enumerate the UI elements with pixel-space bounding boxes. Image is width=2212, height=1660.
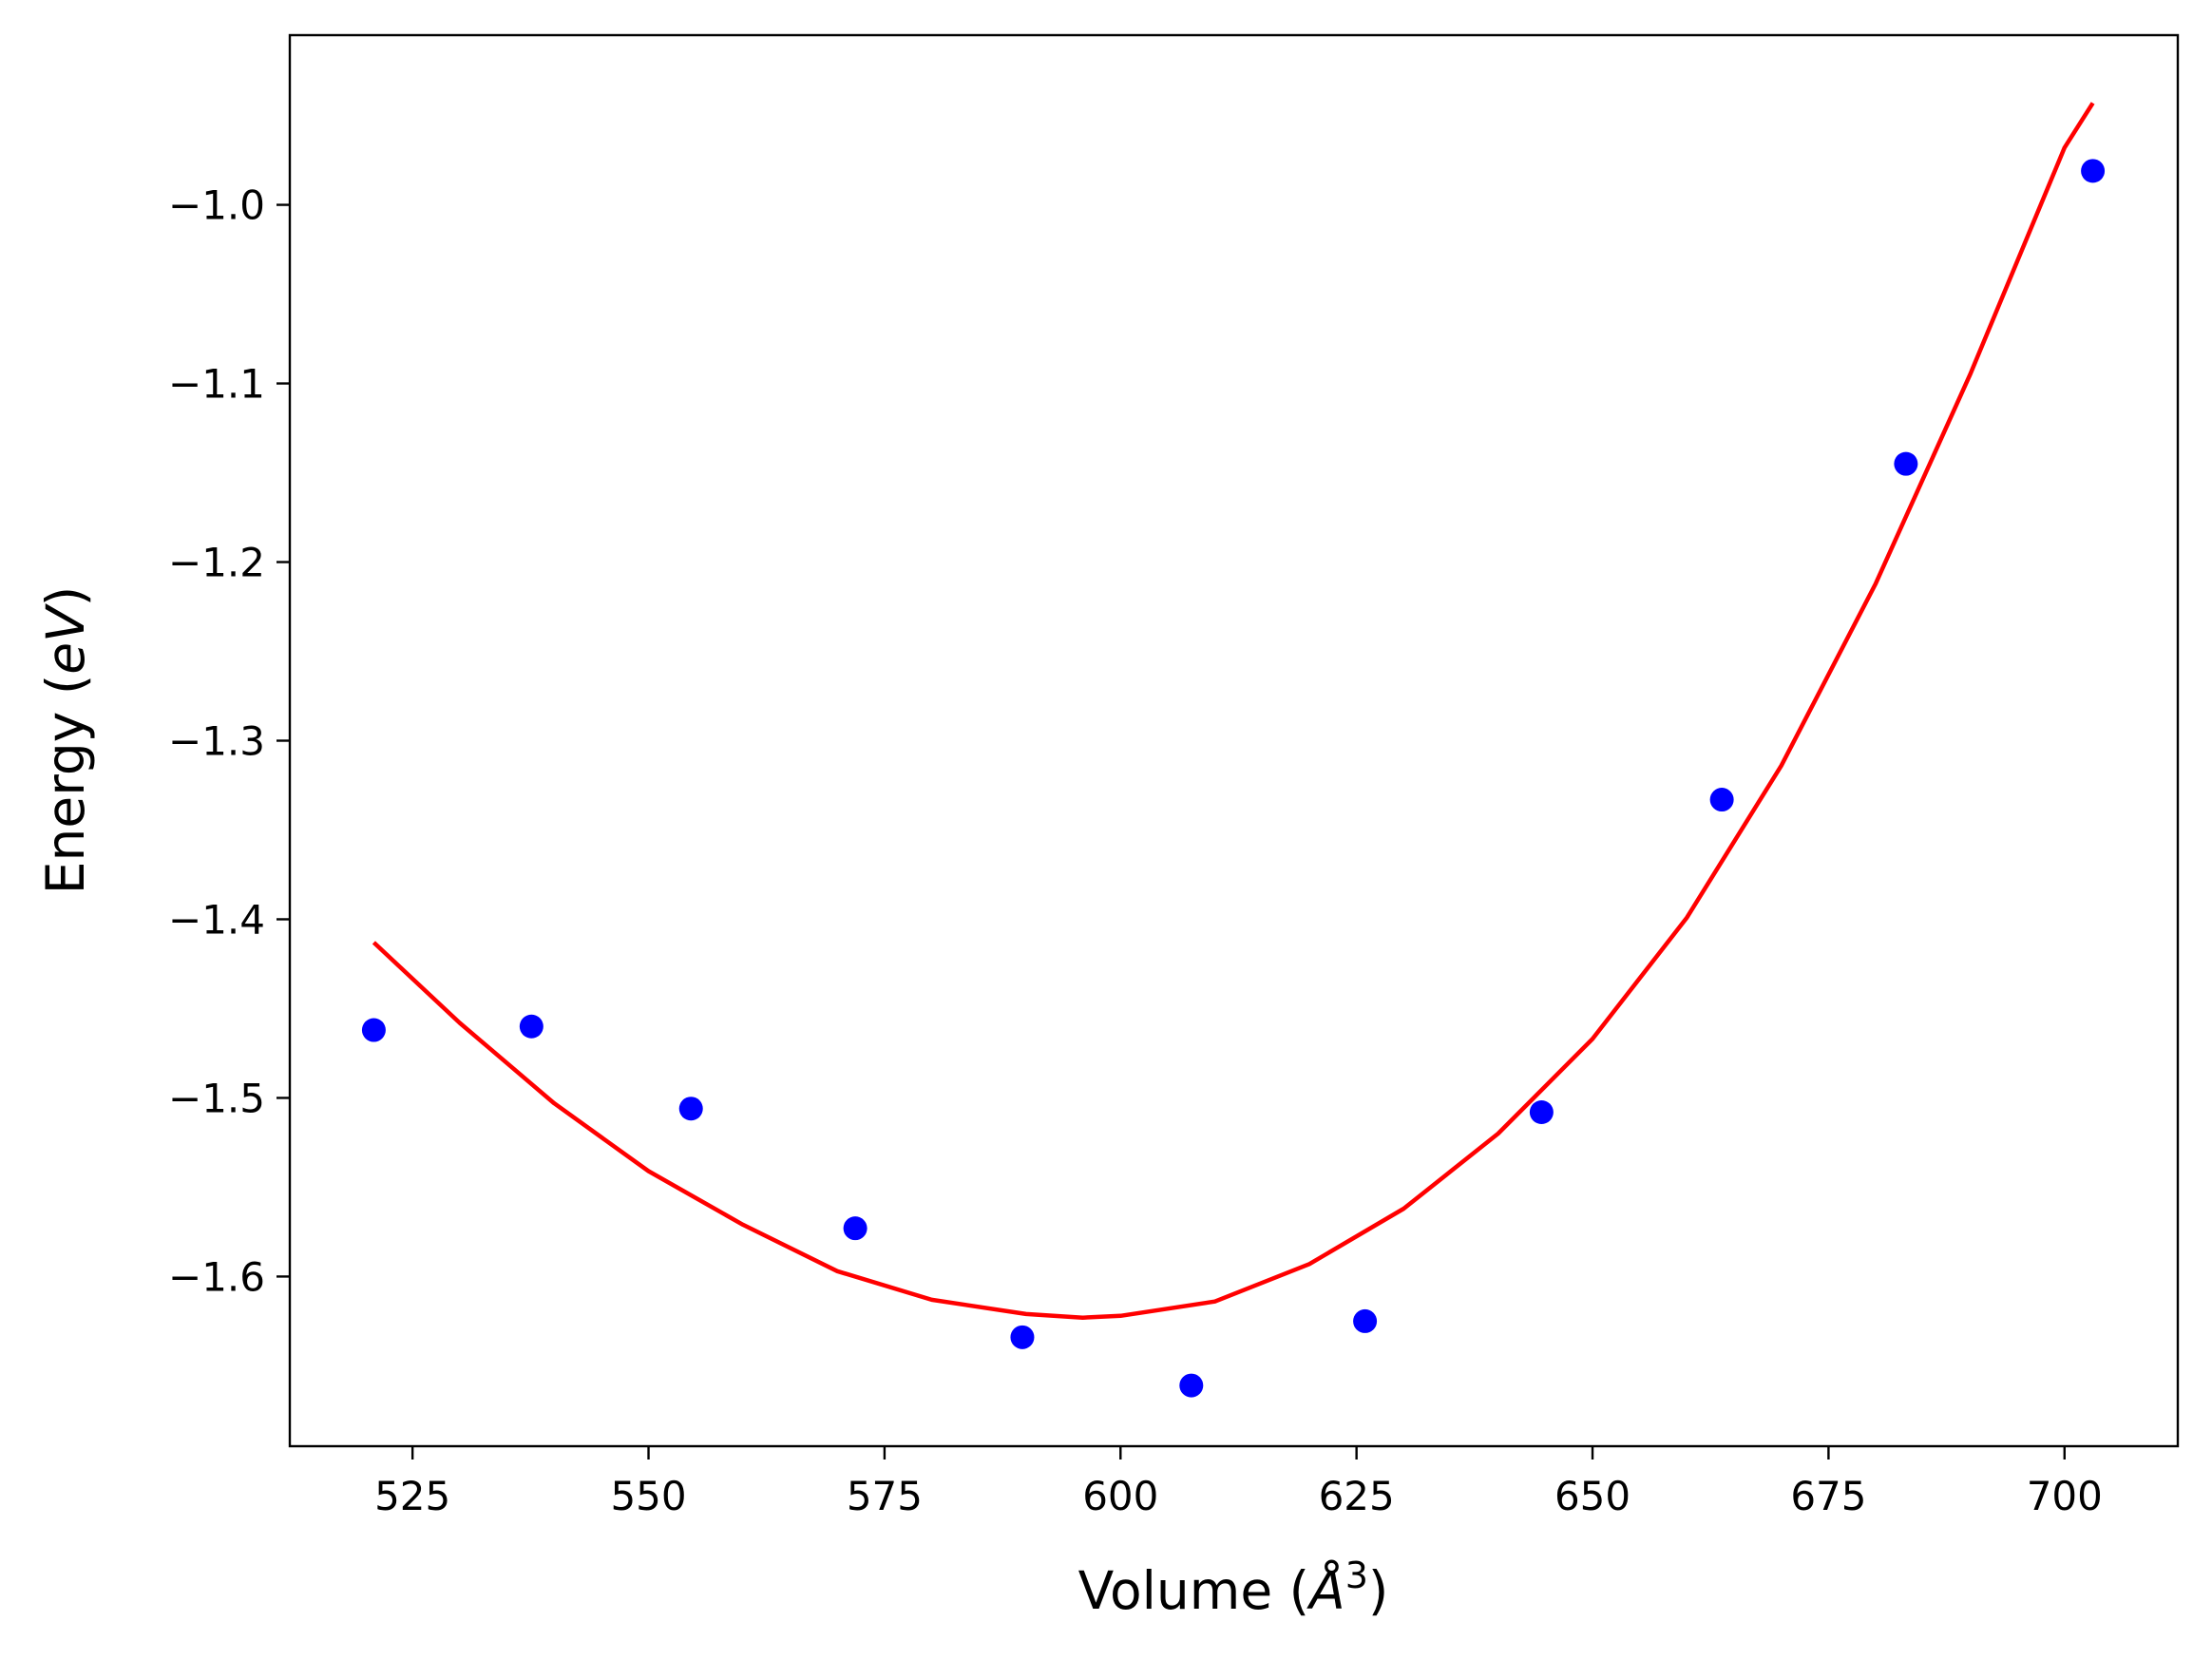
x-tick-label: 650 [1554,1473,1630,1519]
data-point [519,1014,543,1039]
y-axis-label: Energy (eV) [35,586,96,894]
x-tick-label: 625 [1319,1473,1395,1519]
y-tick-label: −1.5 [168,1075,265,1121]
x-tick-label: 550 [610,1473,686,1519]
x-tick-label: 700 [2027,1473,2103,1519]
x-tick-label: 525 [374,1473,450,1519]
y-tick-label: −1.2 [168,540,265,586]
data-point [1709,788,1734,812]
x-axis: 525 550 575 600 625 650 675 700 [374,1446,2103,1519]
x-tick-label: 600 [1082,1473,1158,1519]
data-point [1529,1099,1554,1124]
data-point [1010,1325,1035,1349]
x-tick-label: 575 [847,1473,923,1519]
x-axis-label: Volume (Å3) [1078,1555,1389,1621]
fit-curve-line [372,102,2095,1320]
data-point [1179,1373,1204,1398]
data-point [1353,1308,1378,1333]
series-layer [361,102,2106,1398]
data-point [361,1018,386,1042]
data-point [1894,451,1918,476]
y-tick-label: −1.3 [168,718,265,765]
data-point [843,1216,868,1241]
x-tick-label: 675 [1790,1473,1866,1519]
y-tick-label: −1.6 [168,1253,265,1300]
y-axis: −1.6 −1.5 −1.4 −1.3 −1.2 −1.1 −1.0 [168,182,290,1300]
y-tick-label: −1.1 [168,361,265,408]
y-tick-label: −1.0 [168,182,265,229]
data-point [678,1097,703,1121]
data-point [2081,159,2106,183]
y-tick-label: −1.4 [168,896,265,943]
